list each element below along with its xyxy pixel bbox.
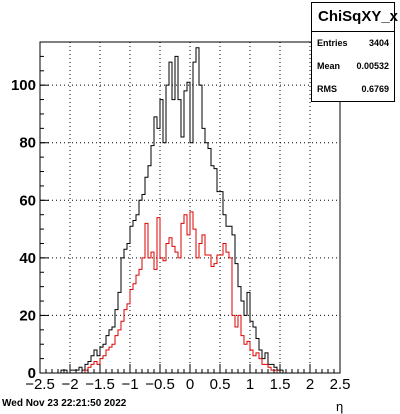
x-tick-label: −2 — [61, 376, 78, 393]
x-tick-label: −1.5 — [85, 376, 115, 393]
stats-title: ChiSqXY_x — [312, 3, 398, 32]
stats-row-entries: Entries 3404 — [312, 32, 394, 55]
y-tick-label: 80 — [19, 135, 36, 152]
stats-mean-label: Mean — [317, 61, 341, 71]
x-tick-label: 2 — [306, 376, 314, 393]
x-tick-label: 0.5 — [210, 376, 231, 393]
y-tick-label: 100 — [11, 77, 36, 94]
y-tick-label: 20 — [19, 307, 36, 324]
x-tick-label: 1.5 — [270, 376, 291, 393]
stats-rms-label: RMS — [317, 84, 337, 94]
histogram-series-red — [40, 211, 340, 374]
x-tick-label: −2.5 — [25, 376, 55, 393]
histogram-step-line — [40, 211, 340, 374]
x-axis-label: η — [336, 399, 343, 414]
stats-row-rms: RMS 0.6769 — [312, 78, 394, 101]
stats-row-mean: Mean 0.00532 — [312, 55, 394, 78]
x-tick-label: 0 — [186, 376, 194, 393]
stats-rms-value: 0.6769 — [361, 84, 389, 94]
x-axis-ticks: −2.5 −2 −1.5 −1 −0.5 0 0.5 1 1.5 2 2.5 — [25, 364, 350, 393]
stats-box: ChiSqXY_x Entries 3404 Mean 0.00532 RMS … — [311, 2, 398, 102]
histogram-series-black — [40, 47, 340, 374]
y-tick-label: 0 — [28, 365, 36, 382]
x-tick-label: 1 — [246, 376, 254, 393]
stats-entries-value: 3404 — [368, 38, 389, 48]
timestamp: Wed Nov 23 22:21:50 2022 — [2, 398, 127, 409]
x-tick-label: −0.5 — [145, 376, 175, 393]
y-axis-ticks: 0 20 40 60 80 100 — [11, 55, 49, 382]
x-tick-label: −1 — [121, 376, 138, 393]
histogram-step-line — [40, 47, 340, 374]
stats-mean-value: 0.00532 — [356, 61, 389, 71]
stats-entries-label: Entries — [317, 38, 348, 48]
x-tick-label: 2.5 — [330, 376, 351, 393]
y-tick-label: 40 — [19, 250, 36, 267]
y-tick-label: 60 — [19, 192, 36, 209]
